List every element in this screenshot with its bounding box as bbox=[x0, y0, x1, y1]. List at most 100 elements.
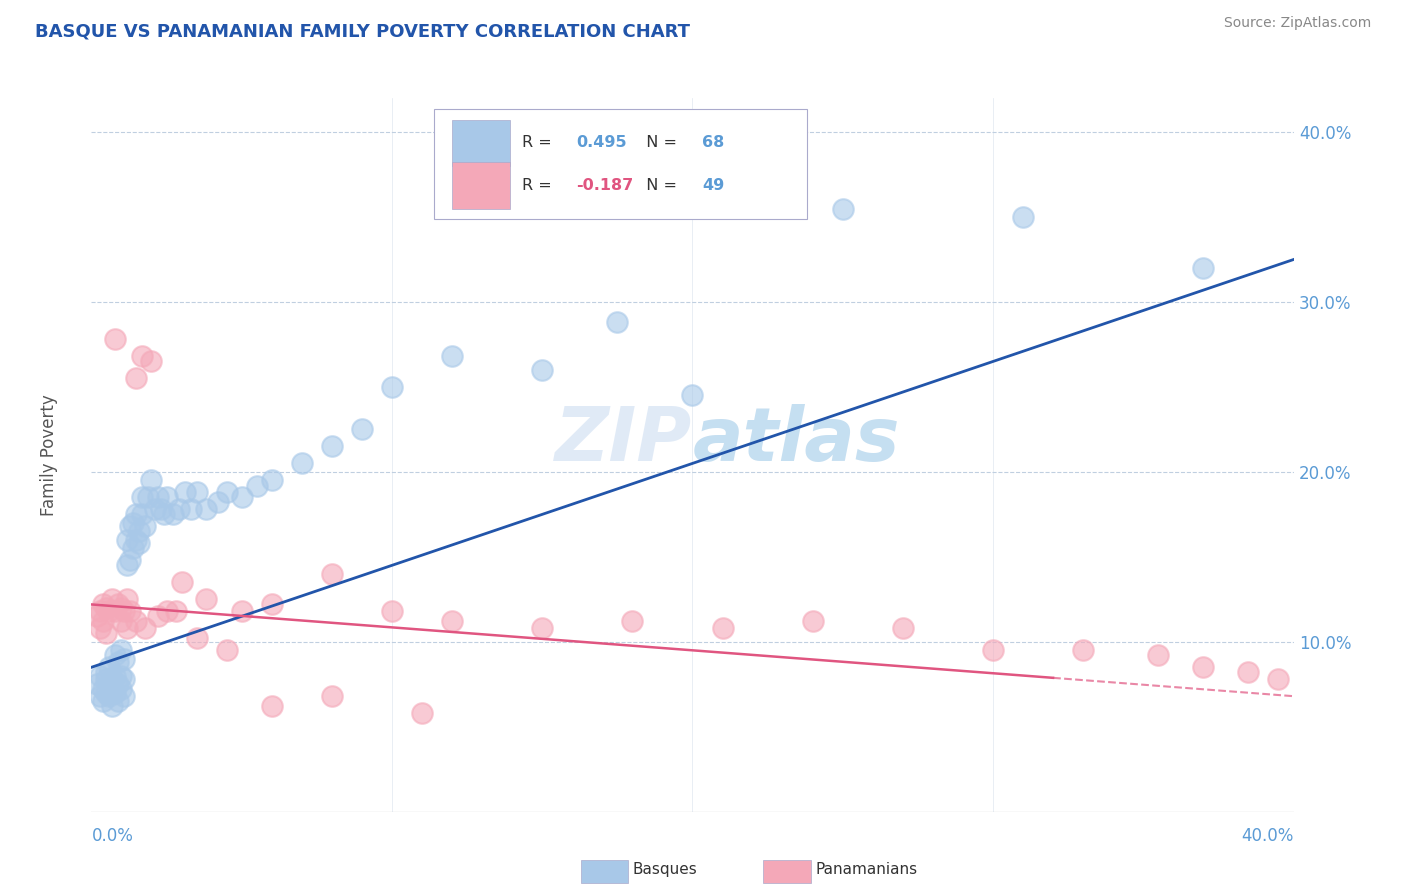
Point bbox=[98, 689, 121, 703]
Point bbox=[260, 474, 283, 488]
Point bbox=[134, 519, 156, 533]
Point bbox=[231, 491, 253, 505]
Point bbox=[231, 604, 253, 618]
Point bbox=[291, 457, 314, 471]
Point bbox=[114, 652, 136, 666]
Text: 0.0%: 0.0% bbox=[91, 828, 134, 846]
Point bbox=[381, 380, 404, 394]
Point bbox=[215, 643, 238, 657]
Point bbox=[531, 621, 554, 635]
Point bbox=[165, 604, 187, 618]
Point bbox=[141, 474, 163, 488]
Point bbox=[125, 615, 148, 629]
Point bbox=[110, 682, 132, 697]
FancyBboxPatch shape bbox=[434, 109, 807, 219]
Point bbox=[114, 604, 136, 618]
Text: Source: ZipAtlas.com: Source: ZipAtlas.com bbox=[1223, 16, 1371, 30]
Point bbox=[117, 621, 139, 635]
Point bbox=[801, 615, 824, 629]
Point bbox=[110, 615, 132, 629]
Point bbox=[93, 615, 115, 629]
Point bbox=[93, 694, 115, 708]
Point bbox=[96, 672, 118, 686]
Point bbox=[321, 439, 343, 453]
Point bbox=[122, 516, 145, 530]
Point bbox=[1267, 672, 1289, 686]
Point bbox=[260, 598, 283, 612]
Point bbox=[89, 604, 111, 618]
Point bbox=[107, 598, 129, 612]
Point bbox=[101, 686, 124, 700]
Point bbox=[246, 478, 269, 492]
Point bbox=[122, 541, 145, 556]
Point bbox=[117, 558, 139, 573]
Point bbox=[128, 524, 150, 539]
Point bbox=[107, 677, 129, 691]
Point bbox=[1192, 260, 1215, 275]
Point bbox=[98, 677, 121, 691]
Text: 49: 49 bbox=[702, 178, 724, 193]
Point bbox=[110, 643, 132, 657]
Text: N =: N = bbox=[636, 136, 682, 150]
Text: atlas: atlas bbox=[692, 404, 900, 477]
Text: N =: N = bbox=[636, 178, 682, 193]
Point bbox=[141, 354, 163, 368]
Text: 0.495: 0.495 bbox=[576, 136, 627, 150]
Point bbox=[125, 371, 148, 385]
Point bbox=[411, 706, 433, 721]
Text: 68: 68 bbox=[702, 136, 724, 150]
Point bbox=[146, 609, 169, 624]
Point bbox=[149, 502, 172, 516]
Point bbox=[125, 533, 148, 547]
Point bbox=[1012, 210, 1035, 224]
Point bbox=[681, 388, 703, 402]
Point bbox=[89, 621, 111, 635]
Point bbox=[155, 491, 177, 505]
Point bbox=[131, 508, 153, 522]
Point bbox=[1147, 648, 1170, 663]
Point bbox=[194, 502, 217, 516]
Point bbox=[96, 686, 118, 700]
Point bbox=[104, 604, 127, 618]
FancyBboxPatch shape bbox=[451, 120, 510, 166]
Point bbox=[621, 615, 644, 629]
Point bbox=[134, 621, 156, 635]
Text: -0.187: -0.187 bbox=[576, 178, 633, 193]
Text: Family Poverty: Family Poverty bbox=[39, 394, 58, 516]
Point bbox=[104, 686, 127, 700]
Point bbox=[86, 609, 108, 624]
Point bbox=[162, 508, 184, 522]
Text: Panamanians: Panamanians bbox=[815, 863, 918, 877]
Text: R =: R = bbox=[522, 178, 557, 193]
Point bbox=[114, 672, 136, 686]
Point bbox=[110, 600, 132, 615]
Point bbox=[128, 536, 150, 550]
Text: Basques: Basques bbox=[633, 863, 697, 877]
Point bbox=[131, 491, 153, 505]
Point bbox=[143, 502, 166, 516]
Point bbox=[89, 689, 111, 703]
Point bbox=[186, 632, 208, 646]
Point bbox=[114, 689, 136, 703]
Point bbox=[180, 502, 202, 516]
Point bbox=[167, 502, 190, 516]
Point bbox=[1237, 665, 1260, 680]
Point bbox=[117, 592, 139, 607]
Point bbox=[440, 350, 463, 364]
Text: R =: R = bbox=[522, 136, 557, 150]
Point bbox=[101, 592, 124, 607]
Point bbox=[125, 508, 148, 522]
Point bbox=[120, 604, 142, 618]
Point bbox=[98, 660, 121, 674]
Point bbox=[207, 495, 229, 509]
Point bbox=[117, 533, 139, 547]
Point bbox=[321, 566, 343, 581]
Point bbox=[98, 604, 121, 618]
Point bbox=[981, 643, 1004, 657]
Point bbox=[531, 363, 554, 377]
Point bbox=[1071, 643, 1094, 657]
Point bbox=[321, 689, 343, 703]
Point bbox=[120, 553, 142, 567]
Point bbox=[152, 508, 174, 522]
Point bbox=[155, 604, 177, 618]
